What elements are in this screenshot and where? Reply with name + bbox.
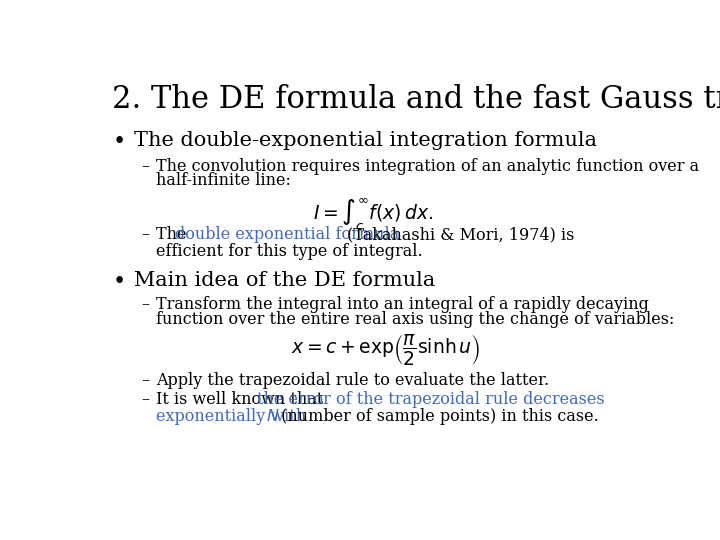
Text: $x = c + \exp\!\left(\dfrac{\pi}{2} \sinh u\right)$: $x = c + \exp\!\left(\dfrac{\pi}{2} \sin… xyxy=(291,332,480,367)
Text: $I = \int_c^{\infty} f(x)\, dx.$: $I = \int_c^{\infty} f(x)\, dx.$ xyxy=(313,194,433,232)
Text: function over the entire real axis using the change of variables:: function over the entire real axis using… xyxy=(156,311,674,328)
Text: The double-exponential integration formula: The double-exponential integration formu… xyxy=(133,131,597,150)
Text: half-infinite line:: half-infinite line: xyxy=(156,172,291,190)
Text: –: – xyxy=(141,158,150,175)
Text: (Takahashi & Mori, 1974) is: (Takahashi & Mori, 1974) is xyxy=(342,226,575,243)
Text: The: The xyxy=(156,226,192,243)
Text: •: • xyxy=(112,271,125,293)
Text: Main idea of the DE formula: Main idea of the DE formula xyxy=(133,271,435,289)
Text: (number of sample points) in this case.: (number of sample points) in this case. xyxy=(276,408,598,425)
Text: –: – xyxy=(141,226,150,243)
Text: It is well known that: It is well known that xyxy=(156,391,328,408)
Text: efficient for this type of integral.: efficient for this type of integral. xyxy=(156,243,423,260)
Text: Apply the trapezoidal rule to evaluate the latter.: Apply the trapezoidal rule to evaluate t… xyxy=(156,373,549,389)
Text: –: – xyxy=(141,391,150,408)
Text: 2. The DE formula and the fast Gauss transform: 2. The DE formula and the fast Gauss tra… xyxy=(112,84,720,114)
Text: The convolution requires integration of an analytic function over a: The convolution requires integration of … xyxy=(156,158,699,175)
Text: –: – xyxy=(141,296,150,313)
Text: –: – xyxy=(141,373,150,389)
Text: $N$: $N$ xyxy=(266,408,280,425)
Text: •: • xyxy=(112,131,125,153)
Text: Transform the integral into an integral of a rapidly decaying: Transform the integral into an integral … xyxy=(156,296,649,313)
Text: double exponential formula: double exponential formula xyxy=(175,226,399,243)
Text: the error of the trapezoidal rule decreases: the error of the trapezoidal rule decrea… xyxy=(258,391,605,408)
Text: exponentially with: exponentially with xyxy=(156,408,311,425)
